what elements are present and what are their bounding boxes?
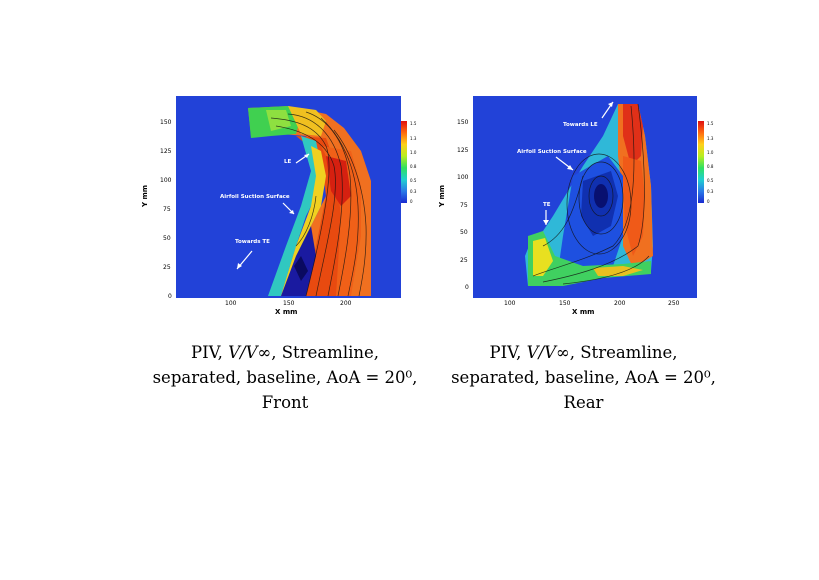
ytick: 75 <box>163 206 171 213</box>
xtick: 250 <box>668 300 680 307</box>
figure-rear: Towards LE Airfoil Suction Surface TE 15… <box>437 92 717 322</box>
caption-front: PIV, V/V∞, Streamline, separated, baseli… <box>140 340 430 415</box>
colorbar-tick: 0 <box>410 199 413 204</box>
velocity-field-rear <box>473 96 697 298</box>
ytick: 75 <box>460 202 468 209</box>
arrow-icon <box>236 250 253 270</box>
annotation-suction-rear: Airfoil Suction Surface <box>517 149 587 155</box>
annotation-le-front: LE <box>284 159 292 165</box>
ytick: 50 <box>163 235 171 242</box>
annotation-te-front: Towards TE <box>235 239 270 245</box>
colorbar-tick: 0.3 <box>410 189 417 194</box>
ytick: 50 <box>460 229 468 236</box>
caption-line-1: PIV, V/V∞, Streamline, <box>489 343 678 362</box>
annotation-suction-front: Airfoil Suction Surface <box>220 194 290 200</box>
colorbar-tick: 1.0 <box>410 150 417 155</box>
colorbar-tick: 0.5 <box>707 178 714 183</box>
ytick: 25 <box>460 257 468 264</box>
caption-rear: PIV, V/V∞, Streamline, separated, baseli… <box>436 340 731 415</box>
colorbar-tick: 1.3 <box>707 136 714 141</box>
colorbar-tick: 1.0 <box>707 150 714 155</box>
colorbar-front <box>401 121 407 203</box>
ytick: 125 <box>457 147 469 154</box>
ytick: 100 <box>160 177 172 184</box>
caption-line-2: separated, baseline, AoA = 20⁰, <box>152 368 418 387</box>
math-velocity-ratio: V/V∞ <box>526 343 570 362</box>
colorbar-rear <box>698 121 704 203</box>
ytick: 25 <box>163 264 171 271</box>
annotation-te-rear: TE <box>543 202 551 208</box>
colorbar-tick: 0 <box>707 199 710 204</box>
xtick: 200 <box>340 300 352 307</box>
ytick: 150 <box>457 119 469 126</box>
ytick: 100 <box>457 174 469 181</box>
colorbar-tick: 1.3 <box>410 136 417 141</box>
xtick: 100 <box>225 300 237 307</box>
arrow-icon <box>282 202 295 215</box>
x-axis-label: X mm <box>572 308 595 316</box>
xtick: 100 <box>504 300 516 307</box>
xtick: 200 <box>614 300 626 307</box>
ytick: 150 <box>160 119 172 126</box>
xtick: 150 <box>559 300 571 307</box>
math-velocity-ratio: V/V∞ <box>228 343 272 362</box>
figure-front: LE Airfoil Suction Surface Towards TE 15… <box>140 92 420 322</box>
y-axis-label: Y mm <box>438 184 447 208</box>
x-axis-label: X mm <box>275 308 298 316</box>
ytick: 0 <box>168 293 172 300</box>
caption-line-3: Rear <box>563 393 604 412</box>
ytick: 0 <box>465 284 469 291</box>
plot-area-front <box>176 96 401 298</box>
colorbar-tick: 0.5 <box>410 178 417 183</box>
colorbar-tick: 0.3 <box>707 189 714 194</box>
ytick: 125 <box>160 148 172 155</box>
caption-line-3: Front <box>261 393 309 412</box>
colorbar-tick: 1.5 <box>410 121 417 126</box>
arrow-icon <box>555 156 574 171</box>
xtick: 150 <box>283 300 295 307</box>
annotation-le-rear: Towards LE <box>563 122 598 128</box>
colorbar-tick: 1.5 <box>707 121 714 126</box>
arrow-icon <box>295 153 310 164</box>
caption-line-2: separated, baseline, AoA = 20⁰, <box>451 368 716 387</box>
colorbar-tick: 0.8 <box>410 164 417 169</box>
y-axis-label: Y mm <box>141 184 150 208</box>
caption-line-1: PIV, V/V∞, Streamline, <box>190 343 380 362</box>
colorbar-tick: 0.8 <box>707 164 714 169</box>
velocity-field-front <box>176 96 401 298</box>
arrow-icon <box>601 101 614 119</box>
plot-area-rear <box>473 96 697 298</box>
arrow-icon <box>543 210 549 225</box>
